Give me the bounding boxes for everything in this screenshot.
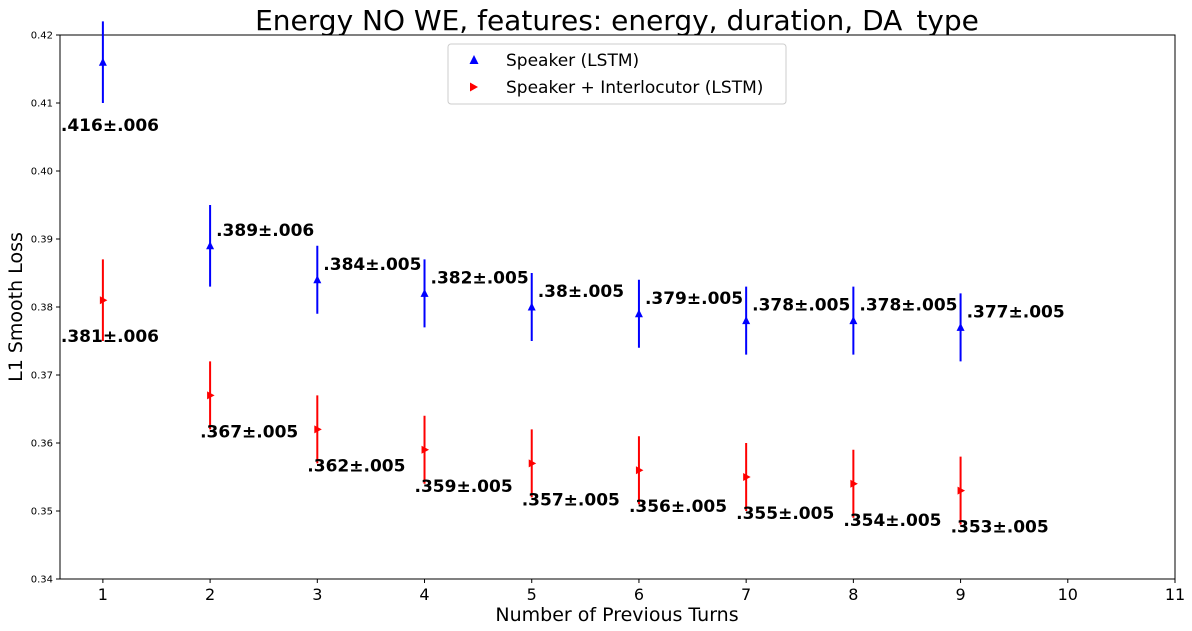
data-label: .353±.005 xyxy=(951,518,1049,538)
y-tick-label: 0.36 xyxy=(31,439,53,450)
data-label: .389±.006 xyxy=(216,221,314,241)
interlocutor-point xyxy=(957,486,966,495)
speaker-point xyxy=(313,275,322,284)
data-label: .355±.005 xyxy=(736,504,834,524)
y-axis-ticks: 0.34 0.35 0.36 0.37 0.38 0.39 0.40 0.41 0.42 xyxy=(31,31,60,586)
x-tick-label: 6 xyxy=(634,585,644,604)
speaker-point xyxy=(98,57,107,66)
y-tick-label: 0.42 xyxy=(31,31,53,42)
y-tick-label: 0.38 xyxy=(31,303,53,314)
legend-interlocutor-label: Speaker + Interlocutor (LSTM) xyxy=(506,78,763,98)
speaker-point xyxy=(206,241,215,250)
y-tick-label: 0.34 xyxy=(31,575,53,586)
interlocutor-point xyxy=(743,473,751,481)
x-tick-label: 11 xyxy=(1165,585,1185,604)
speaker-point xyxy=(849,316,858,325)
data-label: .367±.005 xyxy=(200,422,298,442)
y-tick-label: 0.41 xyxy=(31,99,53,110)
data-label: .378±.005 xyxy=(752,296,850,316)
data-label: .354±.005 xyxy=(843,511,941,531)
y-tick-label: 0.40 xyxy=(31,167,53,178)
x-axis-ticks: 1 2 3 4 5 6 7 8 9 10 11 xyxy=(98,579,1185,604)
x-tick-label: 9 xyxy=(955,585,965,604)
interlocutor-point xyxy=(99,296,108,305)
legend-speaker-marker xyxy=(469,55,479,64)
data-label: .357±.005 xyxy=(522,490,620,510)
speaker-point xyxy=(634,309,643,318)
data-label: .416±.006 xyxy=(61,116,159,136)
legend-interlocutor-marker xyxy=(470,82,478,92)
speaker-point xyxy=(527,302,536,311)
x-tick-label: 4 xyxy=(419,585,429,604)
data-label: .356±.005 xyxy=(629,497,727,517)
interlocutor-point xyxy=(207,391,215,400)
x-tick-label: 8 xyxy=(848,585,858,604)
speaker-point xyxy=(742,316,751,325)
x-tick-label: 7 xyxy=(741,585,751,604)
x-tick-label: 3 xyxy=(312,585,322,604)
y-tick-label: 0.35 xyxy=(31,507,53,518)
plot-area xyxy=(59,34,1176,580)
x-tick-label: 1 xyxy=(98,585,108,604)
interlocutor-point xyxy=(528,459,537,468)
data-label: .359±.005 xyxy=(415,477,513,497)
interlocutor-point xyxy=(314,425,322,434)
y-axis-label: L1 Smooth Loss xyxy=(5,232,27,382)
chart-title: Energy NO WE, features: energy, duration… xyxy=(255,4,979,37)
x-axis-label: Number of Previous Turns xyxy=(495,604,738,626)
x-tick-label: 2 xyxy=(205,585,215,604)
data-label: .362±.005 xyxy=(307,456,405,476)
legend: Speaker (LSTM) Speaker + Interlocutor (L… xyxy=(447,43,787,105)
x-tick-label: 5 xyxy=(527,585,537,604)
data-label: .381±.006 xyxy=(61,327,159,347)
interlocutor-point xyxy=(850,479,858,488)
interlocutor-point xyxy=(635,466,644,475)
data-label: .379±.005 xyxy=(645,289,743,309)
legend-speaker-label: Speaker (LSTM) xyxy=(506,51,639,71)
data-label: .378±.005 xyxy=(859,296,957,316)
x-tick-label: 10 xyxy=(1058,585,1078,604)
y-tick-label: 0.37 xyxy=(31,371,53,382)
interlocutor-point xyxy=(421,445,430,454)
data-labels: .416±.006 .389±.006 .384±.005 .382±.005 .38±… xyxy=(61,116,1065,537)
legend-box xyxy=(447,43,787,105)
data-label: .384±.005 xyxy=(323,255,421,275)
data-label: .38±.005 xyxy=(538,282,624,302)
speaker-point xyxy=(420,288,429,297)
data-label: .377±.005 xyxy=(967,302,1065,322)
y-tick-label: 0.39 xyxy=(31,235,53,246)
data-marks xyxy=(98,21,966,525)
data-label: .382±.005 xyxy=(431,268,529,288)
speaker-point xyxy=(956,322,965,331)
